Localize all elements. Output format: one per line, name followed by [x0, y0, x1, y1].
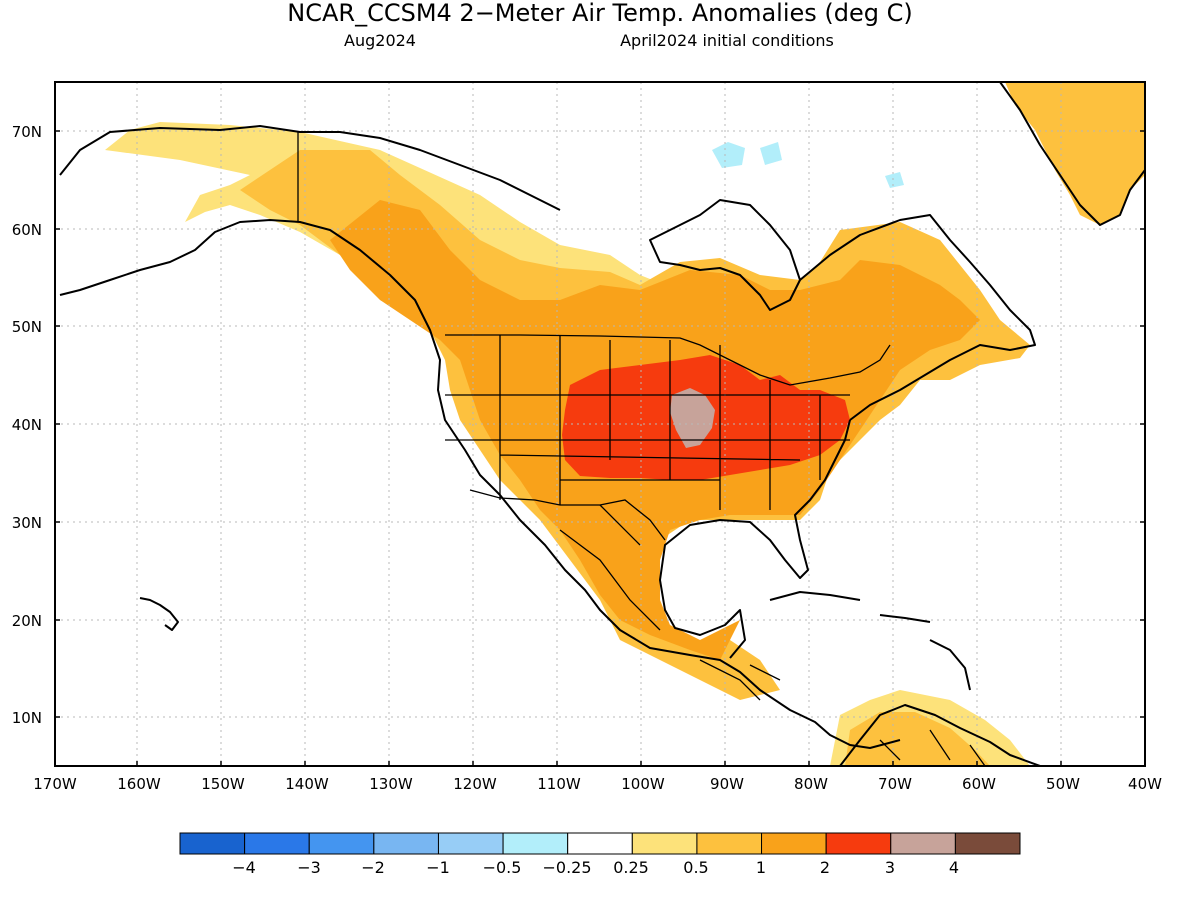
anomaly-region-neg-0.25-0.5 — [885, 172, 904, 188]
colorbar-label: 2 — [820, 858, 830, 877]
us-mexico-border — [469, 489, 666, 541]
init-conditions-label: April2024 initial conditions — [620, 31, 834, 50]
graticule — [55, 82, 1145, 766]
colorbar-swatch — [502, 832, 569, 855]
lon-tick-label: 90W — [710, 775, 744, 793]
colorbar-label: 0.5 — [683, 858, 708, 877]
colorbar-swatch — [761, 832, 827, 855]
anomaly-region-neg-0.25-0.5 — [760, 142, 782, 165]
anomaly-shading — [105, 82, 1145, 766]
lon-tick-label: 100W — [621, 775, 665, 793]
lat-tick-label: 10N — [12, 709, 42, 727]
lat-tick-label: 40N — [12, 416, 42, 434]
colorbar-label: 3 — [885, 858, 895, 877]
anomaly-region-3-4 — [670, 388, 715, 448]
us-east-coast — [659, 419, 851, 659]
south-america-borders — [879, 729, 986, 766]
lon-tick-label: 120W — [453, 775, 497, 793]
colorbar-swatch — [437, 832, 504, 855]
colorbar-swatch — [696, 832, 763, 855]
colorbar-label: −0.25 — [542, 858, 591, 877]
lat-axis: 70N 60N 50N 40N 30N 20N 10N — [12, 123, 1145, 727]
anomaly-region-0.5-1 — [845, 712, 990, 766]
labrador-east-coast — [799, 214, 1036, 421]
lon-tick-label: 140W — [285, 775, 329, 793]
colorbar-label: −2 — [361, 858, 385, 877]
lat-tick-label: 30N — [12, 514, 42, 532]
mexico-internal-lines — [559, 504, 661, 631]
colorbar-swatch — [954, 832, 1021, 855]
colorbar-swatch — [825, 832, 892, 855]
lon-tick-label: 160W — [117, 775, 161, 793]
colorbar-swatch — [308, 832, 375, 855]
lon-tick-label: 40W — [1128, 775, 1162, 793]
colorbar-label: −1 — [426, 858, 450, 877]
lat-tick-label: 60N — [12, 221, 42, 239]
valid-month-label: Aug2024 — [344, 31, 416, 50]
central-america-borders — [699, 659, 781, 701]
colorbar-label: 1 — [756, 858, 766, 877]
lon-tick-label: 70W — [878, 775, 912, 793]
political-borders — [297, 132, 986, 766]
map-panel — [55, 82, 1145, 766]
colorbar-swatches — [179, 832, 1021, 855]
anomaly-region-0.5-1 — [1005, 82, 1145, 225]
caribbean-islands — [769, 591, 971, 691]
colorbar-label: −0.5 — [483, 858, 522, 877]
lat-tick-label: 50N — [12, 318, 42, 336]
lon-tick-label: 170W — [33, 775, 77, 793]
colorbar-swatch — [179, 832, 246, 855]
us-state-lines — [445, 335, 850, 510]
colorbar-label: −3 — [297, 858, 321, 877]
colorbar-labels: −4 −3 −2 −1 −0.5 −0.25 0.25 0.5 1 2 3 4 — [232, 858, 959, 877]
colorbar-swatch — [567, 832, 633, 855]
colorbar-swatch — [373, 832, 439, 855]
hawaii-island — [139, 597, 179, 631]
colorbar-swatch — [890, 832, 956, 855]
colorbar-swatch — [631, 832, 698, 855]
alaska-north-coast — [59, 125, 561, 211]
lon-tick-label: 130W — [369, 775, 413, 793]
greenland-coast — [999, 82, 1145, 226]
lon-tick-label: 60W — [962, 775, 996, 793]
colorbar-swatch — [244, 832, 310, 855]
lon-tick-label: 110W — [537, 775, 581, 793]
colorbar-label: 0.25 — [613, 858, 649, 877]
lat-tick-label: 70N — [12, 123, 42, 141]
anomaly-region-neg-0.25-0.5 — [712, 142, 745, 168]
south-america-north-coast — [839, 704, 1041, 766]
lon-tick-label: 80W — [794, 775, 828, 793]
lon-tick-label: 50W — [1046, 775, 1080, 793]
lat-tick-label: 20N — [12, 612, 42, 630]
hudson-bay-coast — [649, 199, 801, 311]
lon-tick-label: 150W — [201, 775, 245, 793]
us-canada-border — [445, 334, 891, 386]
north-america-coast — [59, 219, 901, 749]
colorbar-label: 4 — [949, 858, 959, 877]
lon-axis: 170W 160W 150W 140W 130W 120W 110W 100W … — [33, 761, 1162, 793]
colorbar-label: −4 — [232, 858, 256, 877]
colorbar: −4 −3 −2 −1 −0.5 −0.25 0.25 0.5 1 2 3 4 — [179, 832, 1021, 877]
map-title: NCAR_CCSM4 2−Meter Air Temp. Anomalies (… — [287, 0, 912, 27]
coastlines — [59, 82, 1145, 766]
